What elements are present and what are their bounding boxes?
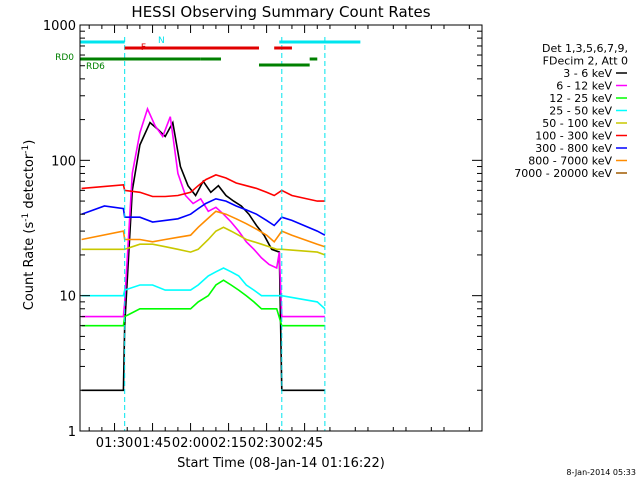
y-axis-label: Count Rate (s-1 detector-1) — [21, 140, 37, 311]
y-tick-label-2: 100 — [51, 154, 76, 169]
legend: Det 1,3,5,6,7,9,FDecim 2, Att 03 - 6 keV… — [514, 42, 628, 180]
legend-header-0: Det 1,3,5,6,7,9, — [542, 42, 628, 55]
y-tick-label-3: 1000 — [43, 19, 76, 34]
y-axis-label-sup-2: -1 — [21, 145, 31, 154]
series-line-4 — [81, 226, 326, 256]
legend-label-4: 50 - 100 keV — [542, 117, 612, 130]
flag-label-f: F — [141, 43, 146, 53]
plot-area — [81, 37, 326, 431]
axes: 01:30 01:45 02:00 02:15 02:30 02:45 1 10 100 1000 — [43, 19, 483, 451]
flag-label-rd6: RD6 — [86, 62, 105, 72]
legend-label-1: 6 - 12 keV — [556, 80, 612, 93]
legend-label-0: 3 - 6 keV — [563, 67, 612, 80]
series-line-3 — [81, 267, 326, 310]
legend-header-1: FDecim 2, Att 0 — [543, 55, 628, 68]
legend-label-2: 12 - 25 keV — [549, 92, 612, 105]
series-line-6 — [81, 197, 326, 236]
x-tick-label-2: 02:00 — [172, 436, 209, 451]
legend-label-3: 25 - 50 keV — [549, 105, 612, 118]
x-tick-label-3: 02:15 — [210, 436, 247, 451]
x-tick-label-5: 02:45 — [286, 436, 323, 451]
plot-frame — [79, 24, 483, 432]
y-tick-label-1: 10 — [59, 290, 76, 305]
x-tick-label-1: 01:45 — [134, 436, 171, 451]
y-axis-label-part-3: ) — [22, 140, 37, 145]
generation-timestamp: 8-Jan-2014 05:33 — [566, 468, 636, 477]
legend-label-8: 7000 - 20000 keV — [514, 167, 612, 180]
y-tick-label-0: 1 — [68, 425, 76, 440]
chart-title: HESSI Observing Summary Count Rates — [131, 3, 430, 21]
x-axis-label: Start Time (08-Jan-14 01:16:22) — [177, 456, 385, 471]
y-axis-label-part-1: Count Rate (s — [22, 222, 37, 311]
x-tick-label-0: 01:30 — [96, 436, 133, 451]
legend-label-6: 300 - 800 keV — [535, 142, 612, 155]
series-line-5 — [81, 174, 325, 202]
flag-label-rd0: RD0 — [55, 53, 74, 63]
x-tick-label-4: 02:30 — [248, 436, 285, 451]
y-axis-label-part-2: detector — [22, 153, 37, 213]
flag-label-n: N — [158, 36, 165, 46]
flag-bars: N F RD0 RD6 — [55, 36, 361, 72]
series-line-2 — [81, 279, 325, 327]
y-axis-label-sup-1: -1 — [21, 213, 31, 222]
legend-label-5: 100 - 300 keV — [535, 130, 612, 143]
series-line-7 — [81, 210, 326, 248]
legend-label-7: 800 - 7000 keV — [528, 155, 612, 168]
